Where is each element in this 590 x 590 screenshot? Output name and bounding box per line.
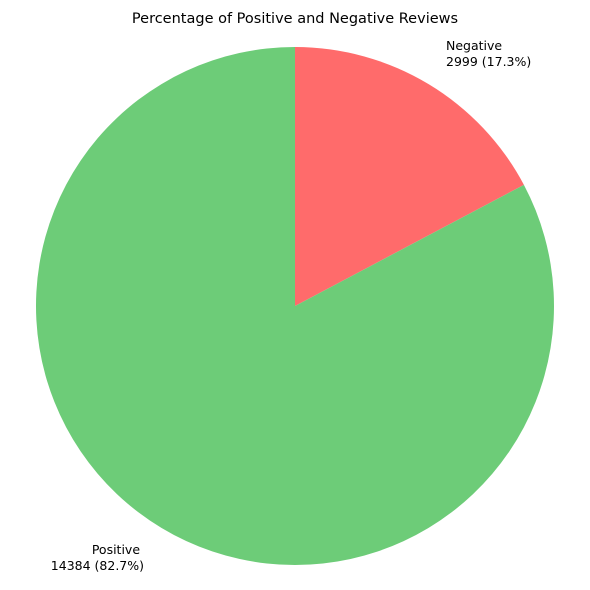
slice-label-negative: Negative 2999 (17.3%) [446,38,531,69]
slice-label-positive: Positive 14384 (82.7%) [51,542,144,573]
slice-label-negative-name: Negative [446,38,502,53]
chart-title: Percentage of Positive and Negative Revi… [132,11,458,27]
slice-label-positive-value: 14384 (82.7%) [51,558,144,573]
slice-negative [295,47,524,306]
slice-label-positive-name: Positive [92,542,140,557]
slice-positive [35,47,554,565]
slice-label-negative-value: 2999 (17.3%) [446,54,531,69]
